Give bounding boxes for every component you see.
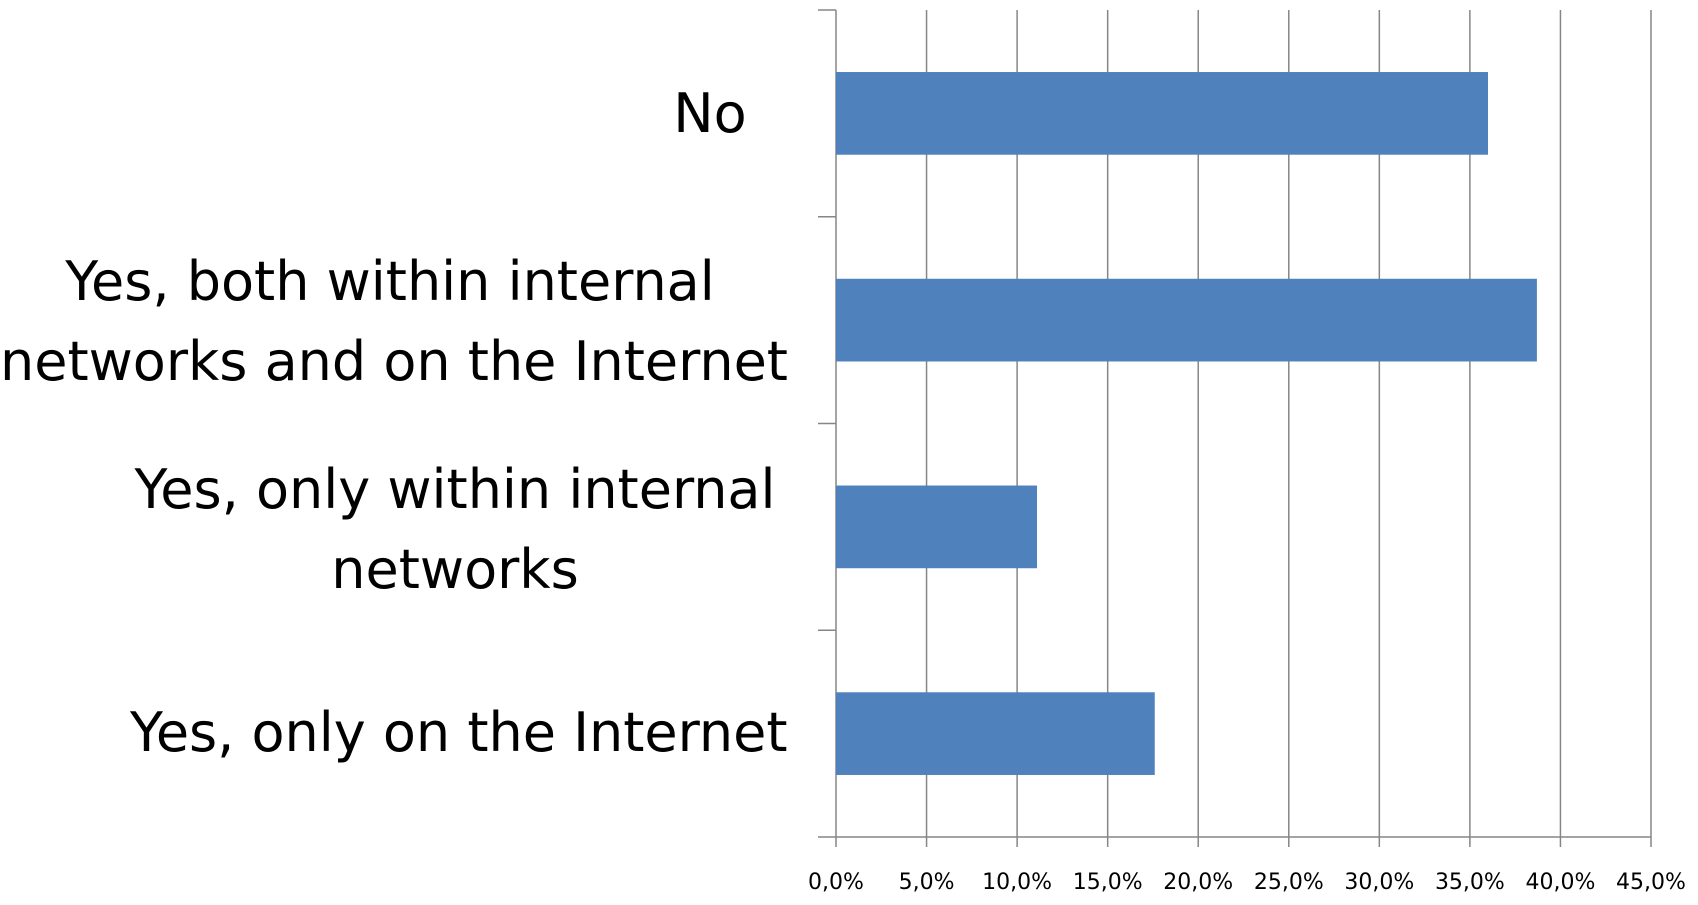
x-tick-label: 45,0% <box>1616 870 1686 895</box>
x-tick-label: 40,0% <box>1525 870 1595 895</box>
category-label-internet-only: Yes, only on the Internet <box>130 693 788 773</box>
category-label-line: No <box>673 82 747 145</box>
bar <box>836 72 1488 155</box>
category-label-line: Yes, only on the Internet <box>130 701 788 764</box>
bar <box>836 485 1038 569</box>
x-tick-label: 25,0% <box>1254 870 1324 895</box>
x-tick-label: 20,0% <box>1163 870 1233 895</box>
bar <box>836 692 1155 775</box>
category-label-internal-only: Yes, only within internal networks <box>130 450 780 610</box>
x-tick-label: 5,0% <box>899 870 955 895</box>
x-tick-label: 30,0% <box>1344 870 1414 895</box>
x-tick-label: 0,0% <box>808 870 864 895</box>
bar <box>836 278 1537 362</box>
category-label-line: networks <box>331 538 579 601</box>
category-label-line: Yes, only within internal <box>134 458 776 521</box>
category-label-line: networks and on the Internet <box>0 330 788 393</box>
x-tick-label: 35,0% <box>1435 870 1505 895</box>
category-label-no: No <box>640 74 780 154</box>
category-label-both: Yes, both within internal networks and o… <box>0 242 788 402</box>
x-tick-label: 10,0% <box>982 870 1052 895</box>
x-tick-label: 15,0% <box>1073 870 1143 895</box>
category-label-line: Yes, both within internal <box>65 250 715 313</box>
